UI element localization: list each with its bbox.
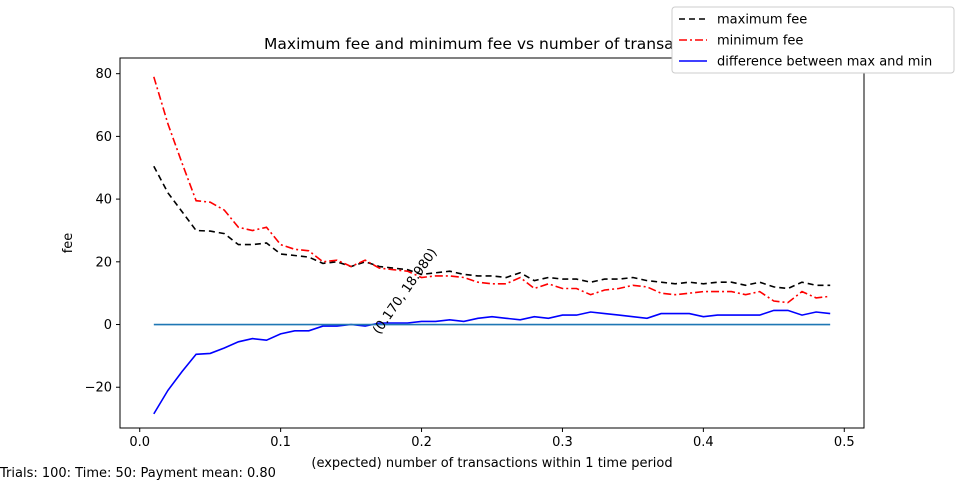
- trial-info-caption: Trials: 100: Time: 50: Payment mean: 0.8…: [0, 466, 276, 481]
- series-layer: [153, 76, 831, 415]
- series-line-0: [153, 165, 831, 290]
- plot-area: (0.170, 18.980): [119, 57, 865, 429]
- y-tick-label: 0: [104, 318, 112, 333]
- x-axis-label: (expected) number of transactions within…: [311, 456, 672, 471]
- x-tick-label: 0.2: [411, 435, 432, 450]
- series-line-2: [153, 309, 831, 415]
- legend-label-0: maximum fee: [717, 13, 807, 28]
- x-tick-label: 0.0: [129, 435, 150, 450]
- x-tick-label: 0.5: [834, 435, 855, 450]
- y-tick-label: 80: [95, 67, 112, 82]
- y-tick-label: 20: [95, 255, 112, 270]
- y-tick-label: 60: [95, 130, 112, 145]
- legend-label-1: minimum fee: [717, 34, 803, 49]
- x-tick-label: 0.4: [693, 435, 714, 450]
- axes-frame: [119, 57, 865, 429]
- x-tick-label: 0.3: [552, 435, 573, 450]
- x-tick-label: 0.1: [270, 435, 291, 450]
- y-tick-label: −20: [85, 381, 112, 396]
- y-axis-label: fee: [61, 233, 76, 254]
- y-axis: −20 0 20 40 60 80: [85, 67, 120, 396]
- series-line-1: [153, 76, 831, 304]
- x-axis: 0.0 0.1 0.2 0.3 0.4 0.5: [129, 428, 855, 450]
- y-tick-label: 40: [95, 193, 112, 208]
- legend: maximum fee minimum fee difference between…: [671, 6, 955, 74]
- legend-box: [671, 6, 955, 74]
- legend-label-2: difference between max and min: [717, 55, 932, 70]
- chart-title: Maximum fee and minimum fee vs number of…: [264, 35, 720, 53]
